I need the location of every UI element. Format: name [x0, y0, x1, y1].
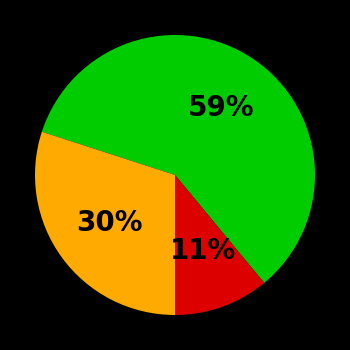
Text: 30%: 30% [76, 209, 142, 237]
Wedge shape [42, 35, 315, 283]
Wedge shape [35, 132, 175, 315]
Wedge shape [175, 175, 264, 315]
Text: 11%: 11% [169, 237, 236, 265]
Text: 59%: 59% [187, 94, 254, 122]
